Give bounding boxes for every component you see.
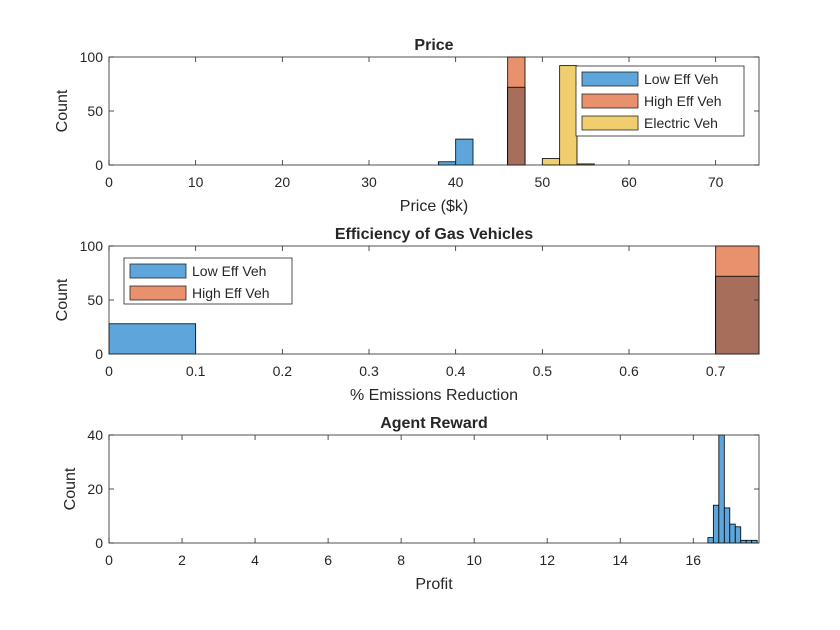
x-tick-label: 60 [621,174,637,190]
x-tick-label: 2 [178,552,186,568]
chart-title: Agent Reward [380,415,488,432]
subplot-1: 0 10 20 30 40 50 60 70 0 50 100 Price Price ($k) Coun… [54,37,760,215]
subplot-3: 0 2 4 6 8 10 12 14 16 0 20 40 Agent Reward Profit Coun… [62,415,760,593]
bar [707,537,714,544]
bar [718,434,725,544]
x-tick-label: 0 [105,552,113,568]
legend: Low Eff Veh High Eff Veh Electric Veh [575,65,745,137]
x-axis-label: Profit [415,576,453,593]
plot-area [109,435,759,543]
y-tick-label: 20 [87,481,103,497]
x-axis-label: Price ($k) [400,198,468,215]
bar-overlap [507,86,526,166]
x-tick-label: 50 [535,174,551,190]
bar [455,138,474,166]
y-tick-label: 0 [95,535,103,551]
x-tick-label: 70 [708,174,724,190]
bar [745,539,753,544]
legend-label: Low Eff Veh [644,71,718,87]
x-tick-label: 4 [251,552,259,568]
x-tick-label: 12 [539,552,555,568]
y-tick-label: 100 [80,49,104,65]
x-tick-label: 0.7 [706,363,726,379]
x-axis-label: % Emissions Reduction [350,387,518,404]
x-tick-label: 0.5 [533,363,553,379]
legend-label: High Eff Veh [192,285,270,301]
legend-label: Low Eff Veh [192,263,266,279]
x-tick-label: 0.3 [359,363,379,379]
legend-swatch [129,263,187,279]
y-tick-label: 40 [87,427,103,443]
x-tick-label: 30 [361,174,377,190]
legend-label: Electric Veh [644,115,718,131]
legend-swatch [581,71,639,87]
x-tick-label: 40 [448,174,464,190]
legend: Low Eff Veh High Eff Veh [123,257,293,305]
y-axis-label: Count [62,467,79,510]
bars [108,245,760,355]
x-tick-label: 0.1 [186,363,206,379]
bar [751,539,758,544]
bar [108,323,197,355]
y-tick-label: 100 [80,238,104,254]
legend-swatch [581,115,639,131]
x-tick-label: 0 [105,174,113,190]
bar [437,161,457,166]
y-tick-label: 50 [87,103,103,119]
legend-label: High Eff Veh [644,93,722,109]
subplot-2: 0 0.1 0.2 0.3 0.4 0.5 0.6 0.7 0 50 100 Efficiency o… [54,226,760,404]
x-tick-label: 0.2 [273,363,293,379]
bar [559,65,578,166]
bar [729,523,736,544]
bar [734,526,742,544]
chart-title: Efficiency of Gas Vehicles [335,226,533,243]
x-tick-label: 0 [105,363,113,379]
x-tick-label: 14 [612,552,628,568]
y-axis-label: Count [54,89,71,132]
bar [712,504,720,544]
bar [740,539,747,544]
x-tick-label: 16 [685,552,701,568]
y-tick-label: 0 [95,346,103,362]
x-tick-label: 6 [324,552,332,568]
y-tick-label: 50 [87,292,103,308]
legend-swatch [581,93,639,109]
x-tick-label: 10 [188,174,204,190]
x-tick-label: 0.4 [446,363,466,379]
x-tick-label: 20 [275,174,291,190]
x-tick-label: 10 [466,552,482,568]
bar-overlap [715,275,760,355]
legend-swatch [129,285,187,301]
chart-title: Price [414,37,453,54]
bar [723,507,731,544]
x-tick-label: 0.6 [619,363,639,379]
x-tick-label: 8 [397,552,405,568]
y-tick-label: 0 [95,157,103,173]
bar [541,158,561,166]
y-axis-label: Count [54,278,71,321]
